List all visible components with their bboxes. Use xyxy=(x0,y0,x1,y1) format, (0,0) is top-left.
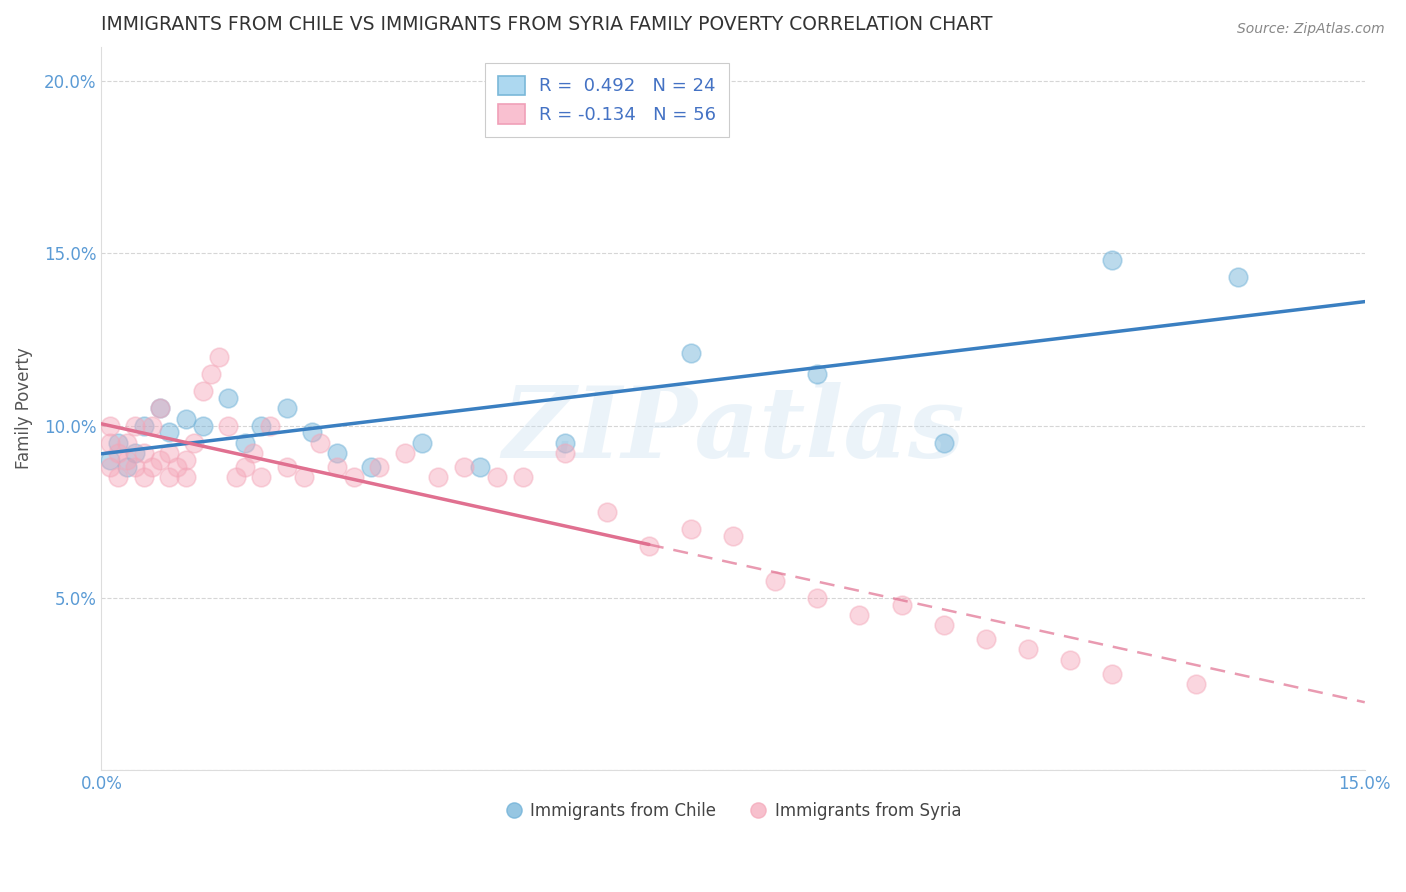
Point xyxy=(115,459,138,474)
Point xyxy=(721,529,744,543)
Point xyxy=(932,618,955,632)
Point xyxy=(470,459,492,474)
Point xyxy=(233,435,256,450)
Point xyxy=(932,435,955,450)
Point xyxy=(411,435,433,450)
Text: IMMIGRANTS FROM CHILE VS IMMIGRANTS FROM SYRIA FAMILY POVERTY CORRELATION CHART: IMMIGRANTS FROM CHILE VS IMMIGRANTS FROM… xyxy=(101,15,993,34)
Point xyxy=(200,367,222,381)
Point xyxy=(149,453,172,467)
Point xyxy=(368,459,391,474)
Point xyxy=(98,459,121,474)
Point xyxy=(217,418,239,433)
Point xyxy=(638,539,661,553)
Point xyxy=(276,401,298,416)
Point xyxy=(98,435,121,450)
Point xyxy=(242,446,264,460)
Y-axis label: Family Poverty: Family Poverty xyxy=(15,348,32,469)
Point xyxy=(554,446,576,460)
Point xyxy=(292,470,315,484)
Point xyxy=(132,446,155,460)
Point xyxy=(679,522,702,536)
Point xyxy=(115,435,138,450)
Point xyxy=(679,346,702,360)
Point xyxy=(250,418,273,433)
Point xyxy=(98,418,121,433)
Point xyxy=(98,453,121,467)
Point xyxy=(124,418,146,433)
Point xyxy=(149,401,172,416)
Point xyxy=(596,505,619,519)
Point xyxy=(301,425,323,440)
Point xyxy=(157,425,180,440)
Point xyxy=(132,470,155,484)
Point xyxy=(149,401,172,416)
Legend: Immigrants from Chile, Immigrants from Syria: Immigrants from Chile, Immigrants from S… xyxy=(499,796,967,827)
Point xyxy=(141,418,163,433)
Point xyxy=(1101,253,1123,268)
Point xyxy=(848,607,870,622)
Point xyxy=(157,470,180,484)
Point xyxy=(174,453,197,467)
Point xyxy=(343,470,366,484)
Point xyxy=(806,591,828,605)
Point xyxy=(276,459,298,474)
Point xyxy=(132,418,155,433)
Point xyxy=(1185,677,1208,691)
Point xyxy=(326,459,349,474)
Point xyxy=(890,598,912,612)
Point xyxy=(174,411,197,425)
Point xyxy=(225,470,247,484)
Point xyxy=(191,418,214,433)
Point xyxy=(394,446,416,460)
Point xyxy=(124,459,146,474)
Point xyxy=(326,446,349,460)
Point xyxy=(554,435,576,450)
Text: ZIPatlas: ZIPatlas xyxy=(502,382,965,478)
Point xyxy=(115,453,138,467)
Text: Source: ZipAtlas.com: Source: ZipAtlas.com xyxy=(1237,22,1385,37)
Point xyxy=(233,459,256,474)
Point xyxy=(360,459,382,474)
Point xyxy=(974,632,997,646)
Point xyxy=(183,435,205,450)
Point xyxy=(107,470,129,484)
Point xyxy=(1059,653,1081,667)
Point xyxy=(107,446,129,460)
Point xyxy=(427,470,450,484)
Point xyxy=(250,470,273,484)
Point xyxy=(191,384,214,398)
Point xyxy=(486,470,509,484)
Point xyxy=(259,418,281,433)
Point xyxy=(124,446,146,460)
Point xyxy=(1227,270,1250,285)
Point xyxy=(1017,642,1039,657)
Point xyxy=(806,367,828,381)
Point xyxy=(309,435,332,450)
Point xyxy=(174,470,197,484)
Point xyxy=(217,391,239,405)
Point xyxy=(157,446,180,460)
Point xyxy=(512,470,534,484)
Point xyxy=(1101,666,1123,681)
Point xyxy=(166,459,188,474)
Point xyxy=(453,459,475,474)
Point xyxy=(107,435,129,450)
Point xyxy=(141,459,163,474)
Point xyxy=(763,574,786,588)
Point xyxy=(208,350,231,364)
